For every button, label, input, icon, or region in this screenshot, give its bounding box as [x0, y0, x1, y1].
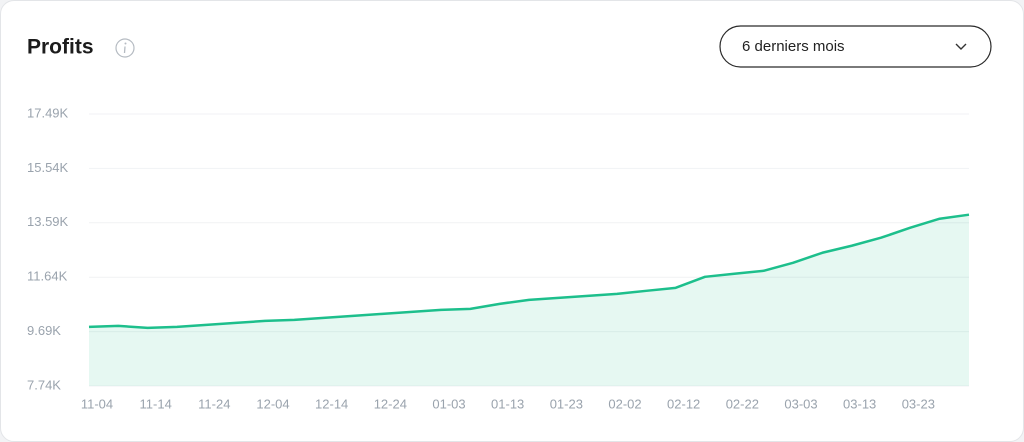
x-tick-label: 01-13	[491, 396, 524, 411]
x-tick-label: 11-14	[140, 396, 172, 411]
info-icon[interactable]	[115, 38, 135, 58]
y-tick-label: 15.54K	[27, 160, 69, 175]
x-tick-label: 12-04	[256, 396, 289, 411]
chart-title: Profits	[27, 36, 94, 59]
line	[88, 213, 970, 330]
y-tick-label: 13.59K	[27, 214, 69, 229]
x-tick-label: 02-22	[726, 396, 759, 411]
x-tick-label: 11-04	[81, 396, 113, 411]
y-tick-label: 17.49K	[27, 105, 69, 120]
range-dropdown[interactable]: 6 derniers mois	[719, 25, 992, 68]
x-tick-label: 11-24	[198, 396, 230, 411]
x-tick-label: 03-23	[902, 396, 935, 411]
x-tick-label: 03-03	[784, 396, 817, 411]
x-tick-label: 01-23	[550, 396, 583, 411]
y-tick-label: 7.74K	[27, 377, 61, 392]
x-tick-label: 02-12	[667, 396, 700, 411]
x-tick-label: 01-03	[432, 396, 465, 411]
x-tick-label: 12-14	[315, 396, 348, 411]
x-tick-label: 02-02	[608, 396, 641, 411]
x-tick-label: 12-24	[374, 396, 407, 411]
y-tick-label: 11.64K	[27, 269, 68, 284]
x-tick-label: 03-13	[843, 396, 876, 411]
y-tick-label: 9.69K	[27, 323, 61, 338]
dropdown-label: 6 derniers mois	[742, 38, 845, 55]
